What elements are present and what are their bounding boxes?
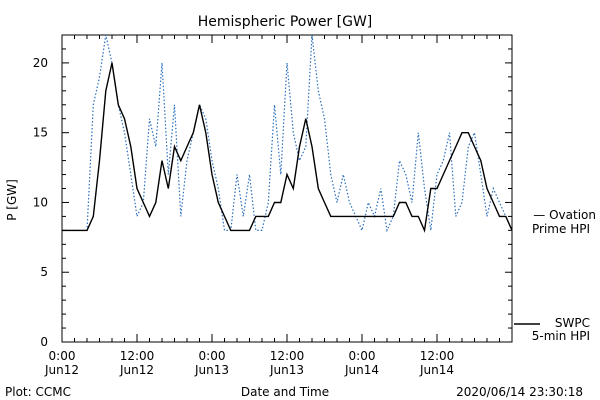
- legend-ovation-line2: Prime HPI: [532, 222, 590, 236]
- x-tick-label-date: Jun12: [119, 363, 154, 377]
- y-tick-label: 10: [33, 195, 48, 209]
- x-tick-label-time: 12:00: [420, 349, 455, 363]
- plot-frame: [61, 34, 513, 343]
- y-axis: 0 5 10 15 20: [33, 34, 512, 349]
- x-tick-label-time: 12:00: [270, 349, 305, 363]
- footer-timestamp: 2020/06/14 23:30:18: [456, 385, 583, 399]
- y-tick-label: 0: [40, 335, 48, 349]
- legend-ovation-line1: — Ovation: [533, 208, 596, 222]
- legend-swpc-line1: SWPC: [555, 316, 590, 330]
- series-layer: [62, 34, 513, 233]
- x-tick-label-date: Jun14: [344, 363, 379, 377]
- footer-plot-source: Plot: CCMC: [5, 385, 71, 399]
- chart-title: Hemispheric Power [GW]: [198, 14, 373, 30]
- x-tick-label-time: 0:00: [199, 349, 226, 363]
- y-tick-label: 15: [33, 126, 48, 140]
- y-axis-label: P [GW]: [5, 179, 19, 221]
- x-tick-label-date: Jun12: [44, 363, 79, 377]
- x-tick-label-date: Jun13: [269, 363, 304, 377]
- x-tick-label-date: Jun14: [419, 363, 454, 377]
- x-tick-label-date: Jun13: [194, 363, 229, 377]
- x-tick-label-time: 0:00: [49, 349, 76, 363]
- plot-area: [61, 34, 513, 343]
- x-tick-label-time: 12:00: [120, 349, 155, 363]
- x-axis-label: Date and Time: [241, 385, 329, 399]
- x-tick-label-time: 0:00: [349, 349, 376, 363]
- series-ovation-line: [62, 34, 513, 233]
- series-swpc-line: [62, 62, 513, 233]
- x-axis: 0:00Jun1212:00Jun120:00Jun1312:00Jun130:…: [44, 35, 513, 377]
- legend-swpc-line2: 5-min HPI: [532, 329, 590, 343]
- y-tick-label: 20: [33, 56, 48, 70]
- y-tick-label: 5: [40, 265, 48, 279]
